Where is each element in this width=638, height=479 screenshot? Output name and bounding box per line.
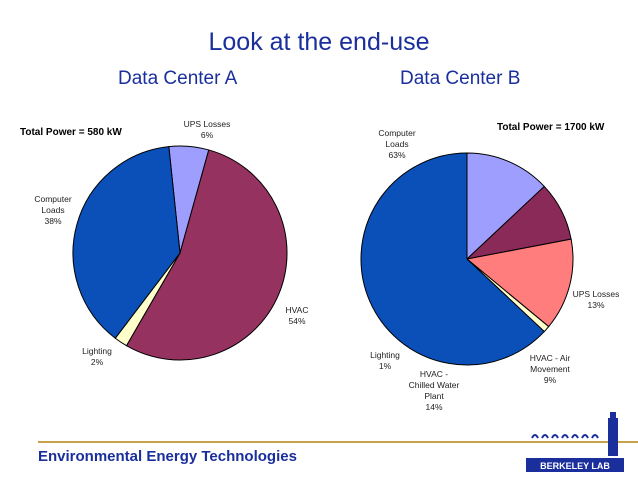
chart-a-title: Data Center A [118,68,238,89]
pie-slice-computer-loads [72,146,181,339]
slice-label-computer-loads: Computer Loads 38% [34,194,71,226]
logo-wordmark: BERKELEY LAB [540,461,610,471]
slice-label-ups-losses: UPS Losses 13% [573,289,620,310]
chart-b-title: Data Center B [400,68,521,89]
pie-slice-ups-losses [466,152,545,261]
chart-b-total-power: Total Power = 1700 kW [497,122,605,133]
pie-chart-a [72,145,288,361]
pie-slice-hvac [125,149,288,361]
slice-label-hvac-chilled-water-plant: HVAC -Chilled Water Plant 14% [409,369,460,412]
footer-title: Environmental Energy Technologies [38,448,297,465]
pie-slice-computer-loads [360,152,545,366]
pie-chart-b [360,152,574,366]
slice-labels: UPS Losses 6% HVAC 54% Lighting 2% Computer Loa… [34,119,619,412]
slice-label-hvac: HVAC 54% [286,305,309,326]
slice-label-hvac-air-movement: HVAC - Air Movement 9% [530,353,571,385]
slice-label-ups-losses: UPS Losses 6% [184,119,231,140]
slice-label-lighting: Lighting 2% [82,346,112,367]
slice-label-lighting: Lighting 1% [370,350,400,371]
berkeley-lab-logo: BERKELEY LAB [526,412,624,472]
pie-slice-hvac-chilled-water-plant [465,238,574,328]
footer-rule [38,441,638,443]
page-title: Look at the end-use [208,28,430,56]
slice-label-computer-loads: Computer Loads 63% [378,128,415,160]
chart-a-total-power: Total Power = 580 kW [20,127,122,138]
